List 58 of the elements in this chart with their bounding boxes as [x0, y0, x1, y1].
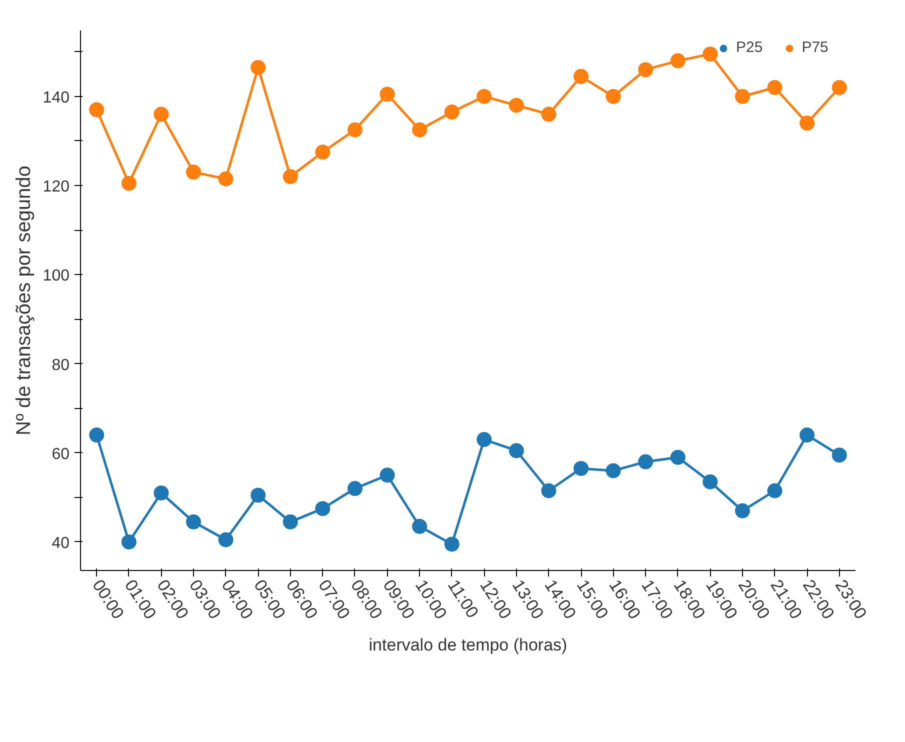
point	[89, 428, 104, 443]
point	[412, 518, 428, 534]
point	[574, 460, 589, 476]
point	[250, 488, 266, 503]
point	[89, 102, 104, 118]
point	[670, 53, 686, 68]
point	[638, 454, 654, 470]
point	[218, 171, 234, 186]
point	[154, 106, 169, 122]
point	[347, 122, 362, 138]
point	[832, 448, 847, 463]
point	[186, 514, 202, 530]
y-tick-label: 140	[42, 89, 70, 106]
y-axis-title: Nº de transações por segundo	[12, 166, 35, 436]
point	[282, 169, 298, 184]
point	[574, 68, 589, 84]
point	[702, 46, 718, 62]
point	[476, 432, 492, 447]
y-tick-label: 80	[52, 356, 70, 374]
point	[121, 534, 136, 550]
y-tick-label: 100	[42, 268, 70, 285]
point	[315, 501, 330, 516]
point	[444, 104, 460, 120]
point	[702, 474, 718, 490]
point	[412, 122, 428, 138]
point	[638, 62, 654, 78]
point	[154, 485, 169, 500]
point	[121, 176, 136, 191]
point	[734, 503, 750, 518]
point	[800, 116, 815, 131]
point	[444, 536, 460, 552]
point	[734, 88, 750, 104]
point	[767, 80, 782, 96]
point	[606, 463, 621, 478]
point	[282, 514, 298, 530]
point	[832, 80, 847, 96]
point	[541, 483, 556, 498]
point	[186, 164, 202, 180]
point	[476, 88, 492, 104]
point	[380, 468, 395, 483]
point	[347, 481, 362, 496]
legend-label: P25	[736, 39, 763, 56]
point	[767, 483, 782, 498]
y-tick-label: 40	[52, 534, 70, 552]
legend-label: P75	[802, 39, 828, 56]
point	[250, 60, 266, 75]
point	[508, 443, 524, 458]
point	[218, 532, 234, 548]
point	[380, 86, 395, 102]
point	[541, 106, 556, 122]
point	[670, 450, 686, 465]
point	[315, 144, 330, 160]
y-tick-label: 120	[42, 178, 70, 196]
x-axis-title: intervalo de tempo (horas)	[368, 636, 568, 655]
point	[508, 98, 524, 113]
y-tick-label: 60	[52, 446, 70, 463]
point	[800, 428, 815, 443]
point	[606, 88, 621, 104]
